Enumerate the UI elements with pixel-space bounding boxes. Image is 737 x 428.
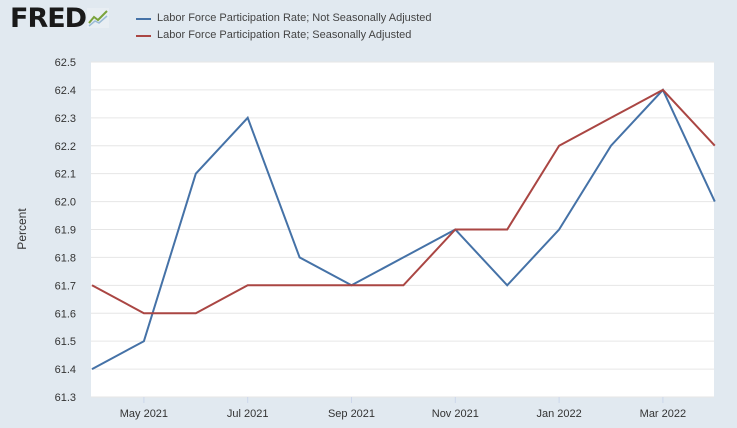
y-axis-title: Percent bbox=[15, 208, 29, 250]
legend-item-nsa[interactable]: Labor Force Participation Rate; Not Seas… bbox=[136, 10, 432, 27]
y-tick-label: 62.0 bbox=[55, 197, 76, 209]
legend-swatch-sa bbox=[136, 34, 151, 37]
x-tick-label: Jan 2022 bbox=[536, 408, 581, 420]
legend-label-nsa: Labor Force Participation Rate; Not Seas… bbox=[157, 12, 432, 24]
y-tick-label: 61.4 bbox=[55, 364, 76, 376]
x-tick-label: Nov 2021 bbox=[432, 408, 479, 420]
fred-logo-text: FRED bbox=[10, 3, 87, 34]
series-line-nsa[interactable] bbox=[91, 88, 716, 370]
y-tick-label: 61.7 bbox=[55, 280, 76, 292]
chart-header: FRED Labor Force Participation Rate; Not… bbox=[0, 0, 737, 52]
fred-logo[interactable]: FRED bbox=[10, 3, 110, 34]
y-tick-label: 62.5 bbox=[55, 57, 76, 69]
series-line-sa[interactable] bbox=[91, 88, 716, 315]
legend-item-sa[interactable]: Labor Force Participation Rate; Seasonal… bbox=[136, 27, 432, 44]
y-tick-label: 61.8 bbox=[55, 252, 76, 264]
y-tick-label: 62.1 bbox=[55, 169, 76, 181]
x-tick-label: Mar 2022 bbox=[640, 408, 686, 420]
y-tick-label: 61.9 bbox=[55, 225, 76, 237]
x-axis-ticks: May 2021 Jul 2021 Sep 2021 Nov 2021 Jan 2022… bbox=[120, 397, 686, 420]
y-tick-label: 62.2 bbox=[55, 141, 76, 153]
legend-label-sa: Labor Force Participation Rate; Seasonal… bbox=[157, 29, 412, 41]
x-tick-label: May 2021 bbox=[120, 408, 168, 420]
y-tick-label: 61.6 bbox=[55, 308, 76, 320]
y-tick-label: 62.4 bbox=[55, 85, 76, 97]
y-axis-ticks: 61.3 61.4 61.5 61.6 61.7 61.8 61.9 62.0 62.1 62.2… bbox=[55, 57, 76, 404]
legend-swatch-nsa bbox=[136, 17, 151, 20]
y-tick-label: 61.5 bbox=[55, 336, 76, 348]
series-lines bbox=[91, 88, 716, 370]
y-tick-label: 62.3 bbox=[55, 113, 76, 125]
chart-legend: Labor Force Participation Rate; Not Seas… bbox=[136, 10, 432, 44]
line-chart-icon bbox=[87, 8, 110, 33]
x-tick-label: Jul 2021 bbox=[227, 408, 269, 420]
x-tick-label: Sep 2021 bbox=[328, 408, 375, 420]
y-tick-label: 61.3 bbox=[55, 392, 76, 404]
